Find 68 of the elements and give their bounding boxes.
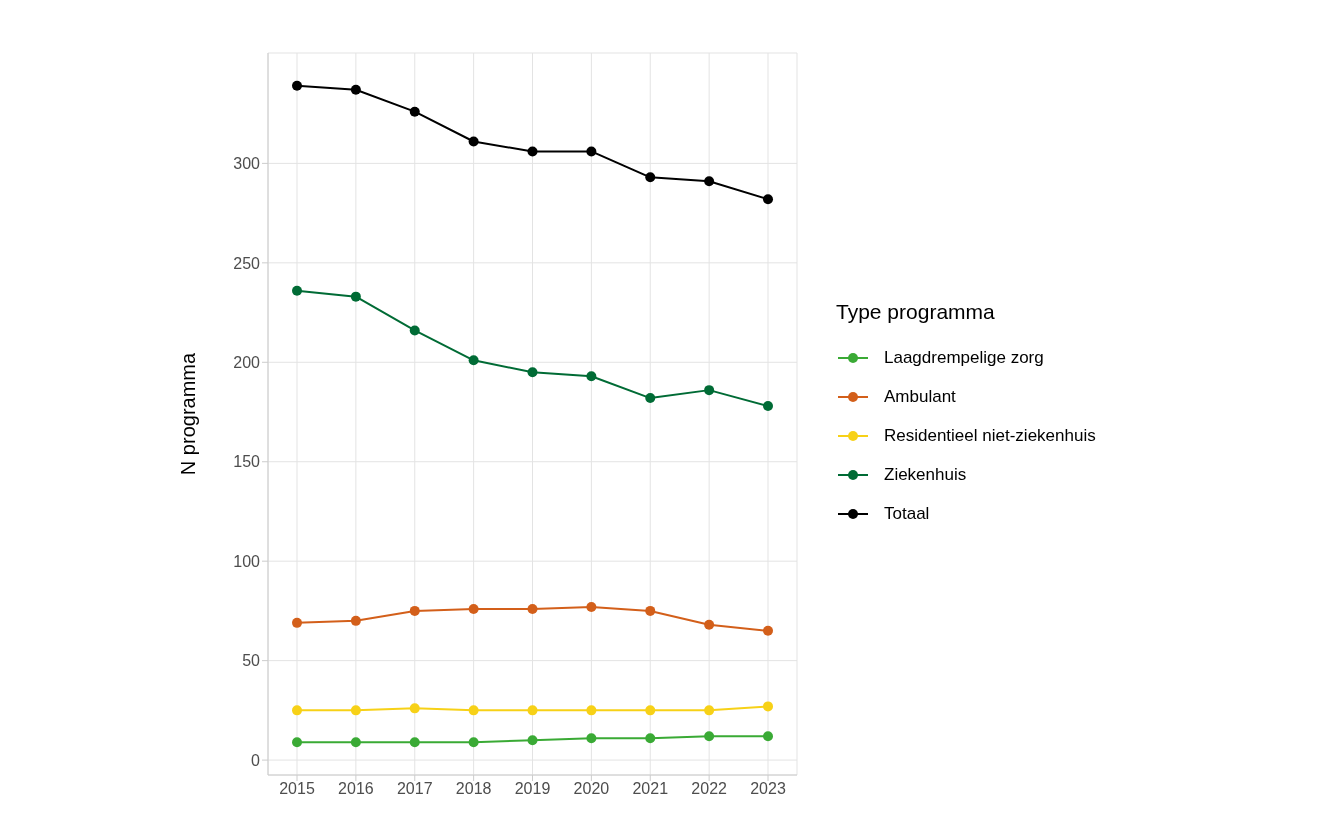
point [409, 605, 420, 616]
y-tick-label: 150 [233, 453, 261, 471]
x-tick-label: 2018 [455, 780, 492, 798]
point [704, 176, 715, 187]
legend-label: Ziekenhuis [884, 464, 967, 485]
point [292, 80, 302, 91]
x-tick-label: 2020 [573, 780, 610, 798]
point [763, 401, 773, 412]
point [586, 733, 597, 744]
point [292, 617, 302, 628]
y-tick-label: 0 [251, 751, 261, 769]
legend-label: Laagdrempelige zorg [884, 347, 1044, 368]
legend-label: Residentieel niet-ziekenhuis [884, 425, 1096, 446]
point [350, 705, 361, 716]
point [645, 172, 656, 183]
point [645, 705, 656, 716]
legend-label: Ambulant [884, 386, 956, 407]
point [409, 737, 420, 748]
y-tick-label: 250 [233, 254, 261, 272]
point [468, 603, 479, 614]
x-tick-label: 2022 [691, 780, 728, 798]
point [645, 605, 656, 616]
point [350, 615, 361, 626]
x-tick-label: 2023 [750, 780, 786, 798]
point [527, 146, 538, 157]
point [468, 737, 479, 748]
x-tick-label: 2016 [338, 780, 374, 798]
x-tick-label: 2015 [279, 780, 315, 798]
point [527, 603, 538, 614]
y-axis-title: N programma [177, 352, 200, 476]
point [468, 705, 479, 716]
point [763, 731, 773, 742]
point [527, 705, 538, 716]
point [350, 291, 361, 302]
point [292, 705, 302, 716]
point [468, 355, 479, 366]
y-tick-label: 50 [242, 652, 261, 670]
point [292, 737, 302, 748]
point [704, 619, 715, 630]
point [292, 285, 302, 296]
point [586, 601, 597, 612]
point [350, 84, 361, 95]
x-tick-label: 2017 [396, 780, 433, 798]
point [350, 737, 361, 748]
point [409, 325, 420, 336]
y-tick-label: 100 [233, 552, 261, 570]
point [704, 705, 715, 716]
point [763, 194, 773, 205]
point [645, 733, 656, 744]
point [586, 371, 597, 382]
point [763, 625, 773, 636]
point [763, 701, 773, 712]
point [586, 705, 597, 716]
point [468, 136, 479, 147]
point [409, 703, 420, 714]
point [409, 106, 420, 117]
y-tick-label: 200 [233, 353, 261, 371]
legend-label: Totaal [884, 503, 930, 524]
x-tick-label: 2021 [632, 780, 669, 798]
x-tick-label: 2019 [514, 780, 551, 798]
legend-title: Type programma [836, 300, 996, 324]
point [704, 731, 715, 742]
point [645, 393, 656, 404]
point [704, 385, 715, 396]
y-tick-label: 300 [233, 155, 261, 173]
point [586, 146, 597, 157]
point [527, 367, 538, 378]
point [527, 735, 538, 746]
